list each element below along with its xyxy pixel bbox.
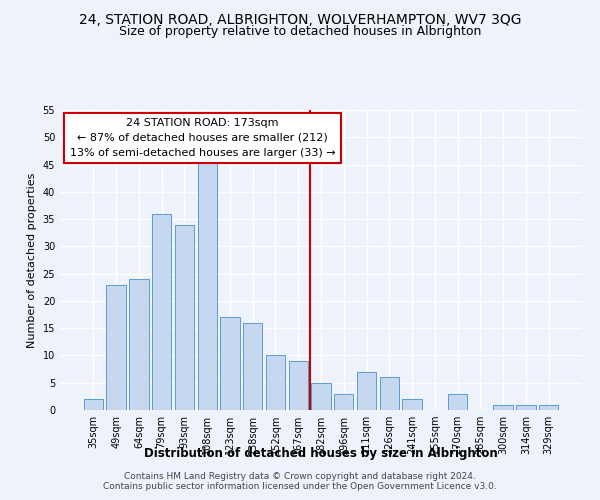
Bar — [516, 404, 536, 410]
Text: 24 STATION ROAD: 173sqm
← 87% of detached houses are smaller (212)
13% of semi-d: 24 STATION ROAD: 173sqm ← 87% of detache… — [70, 118, 335, 158]
Text: Size of property relative to detached houses in Albrighton: Size of property relative to detached ho… — [119, 25, 481, 38]
Bar — [403, 399, 422, 410]
Bar — [197, 159, 217, 410]
Bar — [129, 279, 149, 410]
Bar — [84, 399, 103, 410]
Bar — [311, 382, 331, 410]
Text: 24, STATION ROAD, ALBRIGHTON, WOLVERHAMPTON, WV7 3QG: 24, STATION ROAD, ALBRIGHTON, WOLVERHAMP… — [79, 12, 521, 26]
Bar — [448, 394, 467, 410]
Bar — [539, 404, 558, 410]
Y-axis label: Number of detached properties: Number of detached properties — [27, 172, 37, 348]
Bar — [175, 224, 194, 410]
Bar — [220, 318, 239, 410]
Text: Contains HM Land Registry data © Crown copyright and database right 2024.: Contains HM Land Registry data © Crown c… — [124, 472, 476, 481]
Text: Distribution of detached houses by size in Albrighton: Distribution of detached houses by size … — [144, 448, 498, 460]
Bar — [106, 284, 126, 410]
Bar — [289, 361, 308, 410]
Bar — [243, 322, 262, 410]
Text: Contains public sector information licensed under the Open Government Licence v3: Contains public sector information licen… — [103, 482, 497, 491]
Bar — [152, 214, 172, 410]
Bar — [334, 394, 353, 410]
Bar — [493, 404, 513, 410]
Bar — [357, 372, 376, 410]
Bar — [380, 378, 399, 410]
Bar — [266, 356, 285, 410]
